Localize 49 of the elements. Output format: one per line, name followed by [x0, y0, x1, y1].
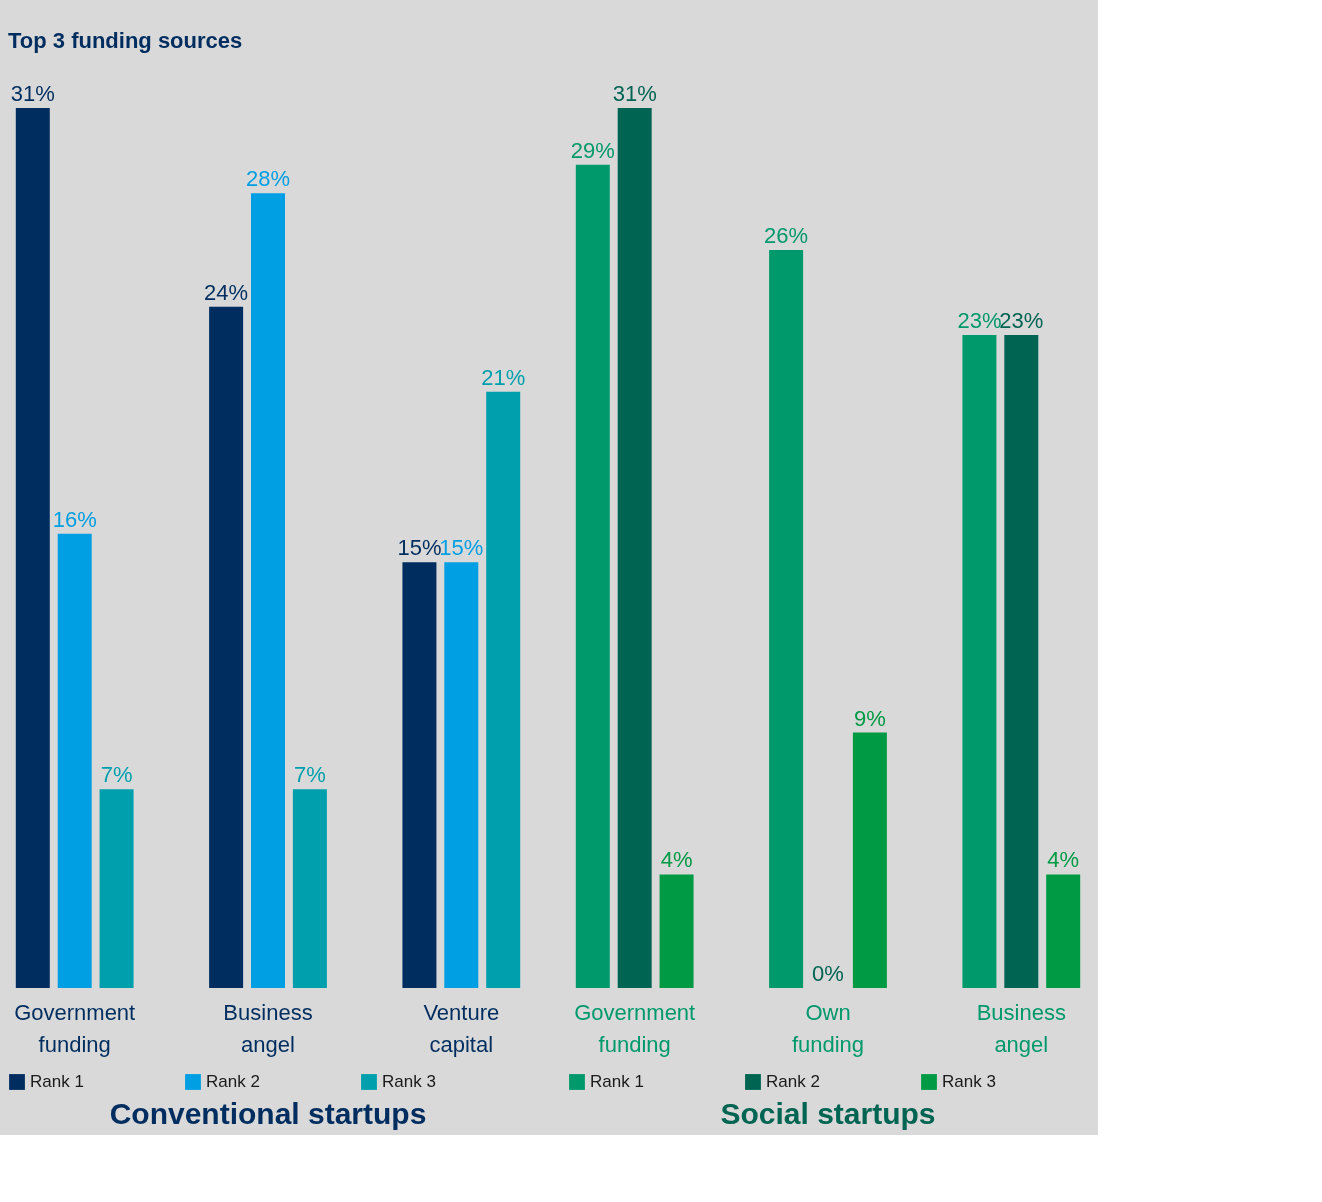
data-label: 4% [660, 847, 693, 873]
bar [575, 164, 610, 988]
bar [1004, 335, 1039, 988]
bar [99, 789, 134, 988]
x-tick-label: Government funding [14, 999, 136, 1057]
x-tick-label: Venture capital [423, 999, 500, 1057]
data-label: 31% [10, 81, 55, 106]
data-label: 23% [999, 308, 1044, 334]
bar [852, 732, 887, 988]
bar [251, 193, 285, 988]
bar [209, 306, 244, 988]
x-axis-title: Social startups [720, 1097, 936, 1130]
x-tick-label: Business angel [223, 999, 313, 1057]
bar [57, 533, 92, 988]
x-tick-label: Business angel [976, 999, 1066, 1057]
bar [292, 789, 327, 988]
legend-label: Rank 1 [30, 1072, 84, 1091]
data-label: 0% [812, 961, 844, 986]
bar [1046, 874, 1081, 988]
data-label: 28% [245, 166, 291, 192]
bar [402, 562, 437, 988]
data-label: 29% [570, 137, 615, 163]
x-axis-title: Conventional startups [109, 1097, 427, 1130]
bar [617, 108, 652, 988]
data-label: 7% [293, 762, 326, 788]
bar [769, 249, 804, 988]
legend-label: Rank 2 [766, 1072, 820, 1091]
bar [444, 562, 479, 988]
legend-label: Rank 2 [206, 1072, 260, 1091]
data-label: 31% [612, 81, 657, 106]
legend-label: Rank 3 [942, 1072, 996, 1091]
data-label: 21% [481, 364, 526, 390]
x-tick-label: Own funding [791, 999, 865, 1057]
legend-label: Rank 1 [590, 1072, 644, 1091]
bar [659, 874, 694, 988]
data-label: 16% [52, 506, 97, 532]
bar [962, 335, 997, 988]
data-label: 7% [100, 762, 133, 788]
data-label: 9% [853, 705, 886, 731]
data-label: 26% [764, 222, 809, 248]
data-label: 23% [957, 308, 1002, 334]
bar [486, 391, 521, 988]
legend-label: Rank 3 [382, 1072, 436, 1091]
data-label: 4% [1047, 847, 1080, 873]
data-label: 15% [397, 535, 442, 561]
x-tick-label: Government funding [574, 999, 696, 1057]
chart-title: Top 3 funding sources [8, 28, 243, 53]
data-label: 24% [204, 279, 249, 305]
bar [15, 108, 50, 988]
